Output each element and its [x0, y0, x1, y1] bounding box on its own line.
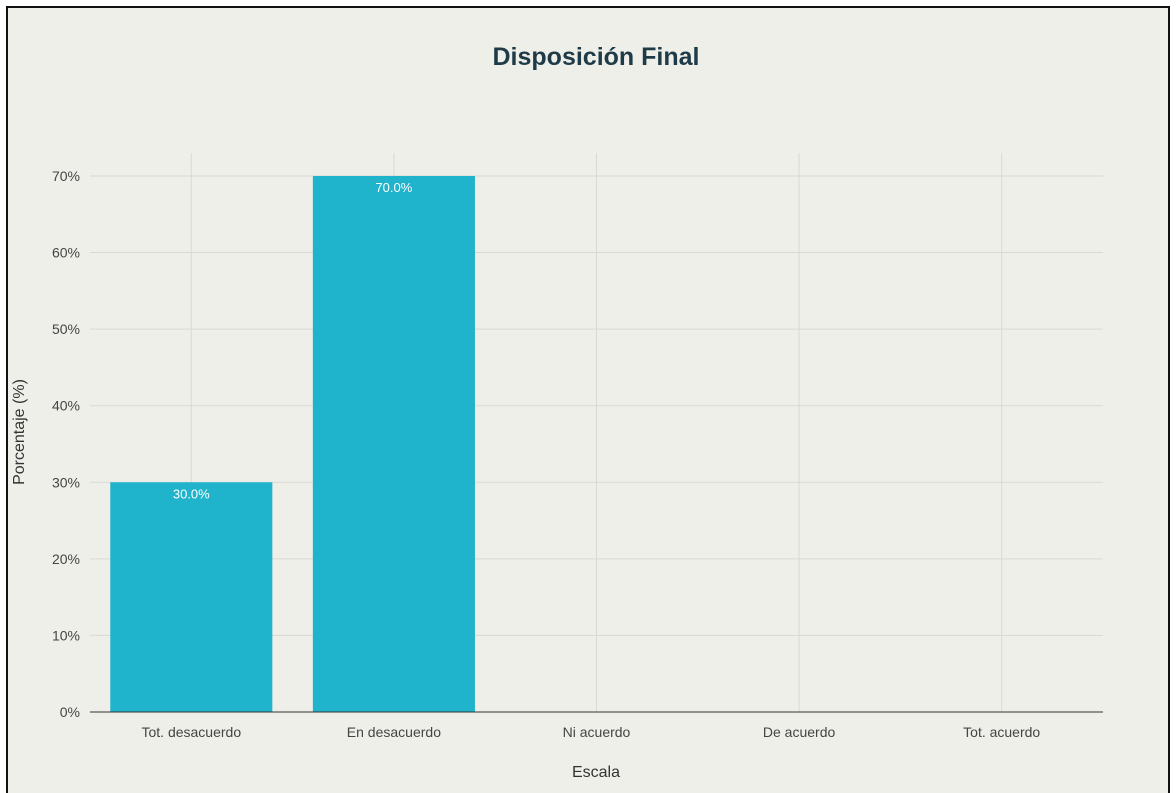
bar [110, 482, 273, 712]
y-tick-label: 40% [52, 398, 80, 414]
bar-value-labels: 30.0% 70.0% [173, 180, 413, 501]
y-axis-label: Porcentaje (%) [11, 379, 28, 485]
x-axis-label: Escala [572, 764, 620, 781]
y-tick-label: 10% [52, 627, 80, 643]
y-tick-label: 50% [52, 321, 80, 337]
y-tick-label: 70% [52, 168, 80, 184]
x-tick-label: En desacuerdo [347, 724, 441, 740]
y-tick-label: 20% [52, 551, 80, 567]
chart-title: Disposición Final [493, 43, 700, 71]
x-tick-label: Ni acuerdo [563, 724, 631, 740]
x-tick-label: De acuerdo [763, 724, 836, 740]
bar [312, 175, 475, 712]
bar-value-label: 30.0% [173, 486, 210, 501]
bars [110, 175, 475, 712]
bar-value-label: 70.0% [375, 180, 412, 195]
x-axis-ticks: Tot. desacuerdo En desacuerdo Ni acuerdo De… [141, 724, 1040, 740]
y-axis-ticks: 0% 10% 20% 30% 40% 50% 60% 70% [52, 168, 80, 720]
x-tick-label: Tot. acuerdo [963, 724, 1040, 740]
y-tick-label: 0% [60, 704, 80, 720]
x-tick-label: Tot. desacuerdo [141, 724, 241, 740]
y-tick-label: 30% [52, 474, 80, 490]
y-tick-label: 60% [52, 245, 80, 261]
